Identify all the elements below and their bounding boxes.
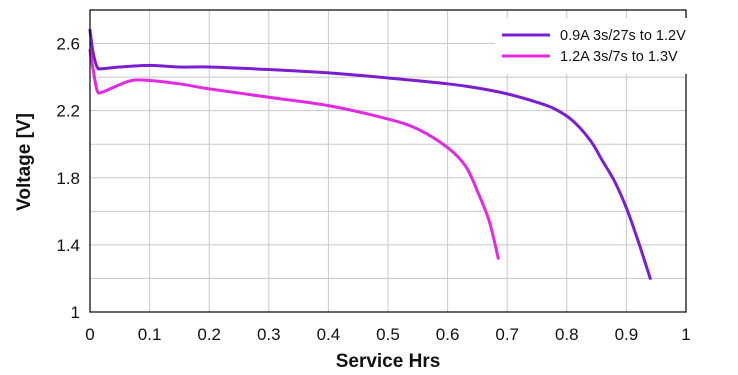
x-tick-label: 0.9 xyxy=(615,325,639,344)
x-tick-labels: 0 0.1 0.2 0.3 0.4 0.5 0.6 0.7 0.8 0.9 1 xyxy=(85,325,690,344)
plot-frame xyxy=(89,9,687,313)
x-tick-label: 0.6 xyxy=(436,325,460,344)
legend-box xyxy=(495,18,713,74)
x-tick-label: 0.8 xyxy=(555,325,579,344)
x-tick-label: 0.5 xyxy=(376,325,400,344)
y-axis-title: Voltage [V] xyxy=(14,113,35,211)
x-tick-label: 1 xyxy=(681,325,690,344)
x-tick-label: 0.3 xyxy=(257,325,281,344)
x-tick-label: 0 xyxy=(85,325,94,344)
y-tick-label: 1 xyxy=(71,303,80,322)
x-tick-label: 0.4 xyxy=(317,325,341,344)
y-tick-label: 1.4 xyxy=(56,236,80,255)
x-tick-label: 0.1 xyxy=(138,325,162,344)
series-lines xyxy=(88,28,652,280)
x-tick-label: 0.7 xyxy=(495,325,519,344)
y-tick-label: 1.8 xyxy=(56,169,80,188)
y-tick-label: 2.6 xyxy=(56,35,80,54)
series-line-2 xyxy=(88,48,500,260)
legend-label-2: 1.2A 3s/7s to 1.3V xyxy=(560,49,678,65)
legend-label-1: 0.9A 3s/27s to 1.2V xyxy=(560,28,686,44)
legend: 0.9A 3s/27s to 1.2V 1.2A 3s/7s to 1.3V xyxy=(502,28,686,65)
y-tick-labels: 1 1.4 1.8 2.2 2.6 xyxy=(56,35,80,322)
y-tick-label: 2.2 xyxy=(56,102,80,121)
x-tick-label: 0.2 xyxy=(197,325,221,344)
x-axis-title: Service Hrs xyxy=(336,351,441,372)
series-line-1 xyxy=(88,28,652,280)
